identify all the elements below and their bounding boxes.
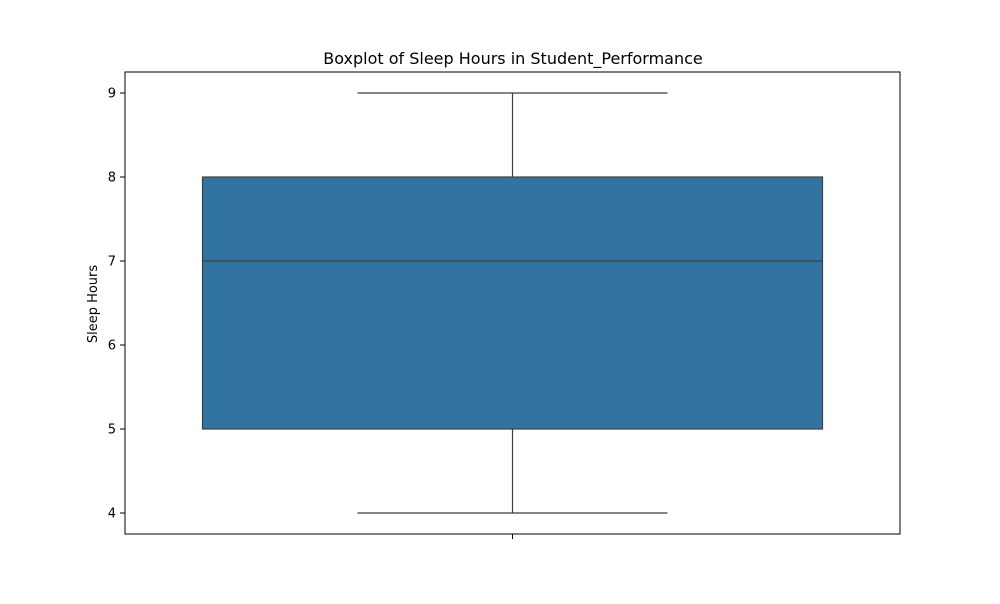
y-tick-label: 9	[108, 87, 116, 102]
y-tick-label: 4	[108, 507, 116, 522]
iqr-box	[201, 176, 824, 430]
chart-title: Boxplot of Sleep Hours in Student_Perfor…	[323, 49, 703, 69]
y-axis-label: Sleep Hours	[86, 265, 101, 344]
y-tick-label: 8	[108, 171, 116, 186]
plot-area: 4 5 6 7 8 9	[108, 71, 901, 539]
y-tick-label: 7	[108, 255, 116, 270]
y-tick-label: 6	[108, 339, 116, 354]
y-tick-label: 5	[108, 423, 116, 438]
